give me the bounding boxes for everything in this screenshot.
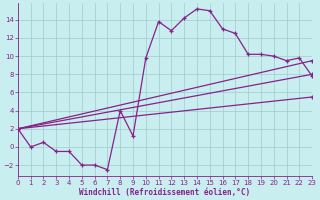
X-axis label: Windchill (Refroidissement éolien,°C): Windchill (Refroidissement éolien,°C) — [79, 188, 251, 197]
